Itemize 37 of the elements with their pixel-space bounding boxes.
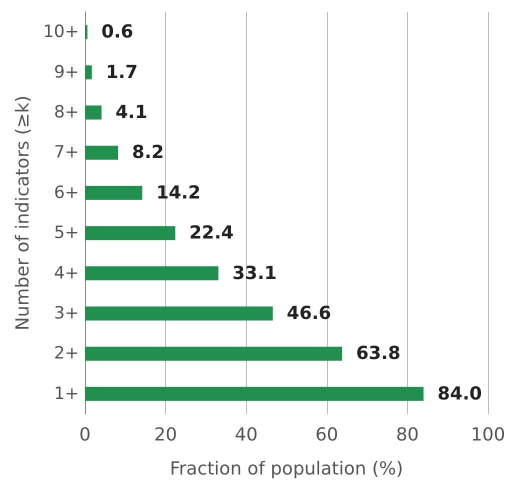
y-tick-label: 9+ (54, 62, 79, 82)
y-tick-label: 4+ (54, 263, 79, 284)
y-tick-label: 5+ (54, 223, 79, 244)
x-tick-label: 20 (154, 424, 178, 446)
data-label: 8.2 (132, 142, 164, 164)
x-tick-label: 40 (234, 424, 258, 446)
bar (85, 106, 102, 120)
bar (85, 186, 142, 200)
data-label: 0.6 (101, 22, 134, 43)
data-label: 14.2 (156, 182, 201, 204)
bar (85, 65, 92, 80)
y-tick-label: 2+ (54, 344, 79, 364)
data-label: 63.8 (356, 343, 401, 364)
data-label: 1.7 (106, 62, 138, 83)
y-tick-label: 3+ (54, 304, 79, 324)
y-tick-label: 10+ (43, 22, 79, 42)
y-tick-label: 1+ (54, 384, 79, 404)
y-tick-label: 8+ (54, 102, 79, 122)
data-label: 22.4 (189, 222, 234, 244)
x-tick-label: 100 (470, 424, 506, 446)
x-tick-label: 60 (315, 424, 338, 446)
bar (85, 226, 176, 240)
x-axis-title: Fraction of population (%) (170, 458, 404, 480)
y-tick-label: 7+ (54, 142, 79, 163)
data-label: 4.1 (116, 102, 148, 123)
data-label: 46.6 (286, 303, 332, 324)
x-tick-label: 80 (396, 424, 419, 446)
data-label: 33.1 (232, 262, 277, 284)
bar (85, 306, 273, 320)
bar (85, 346, 342, 361)
y-axis-title: Number of indicators (≥k) (12, 96, 34, 330)
x-tick-label: 0 (79, 424, 91, 446)
y-tick-label: 6+ (54, 182, 79, 203)
data-label: 84.0 (438, 383, 482, 404)
bar (85, 386, 424, 401)
bar (85, 266, 218, 280)
bar (85, 146, 118, 160)
